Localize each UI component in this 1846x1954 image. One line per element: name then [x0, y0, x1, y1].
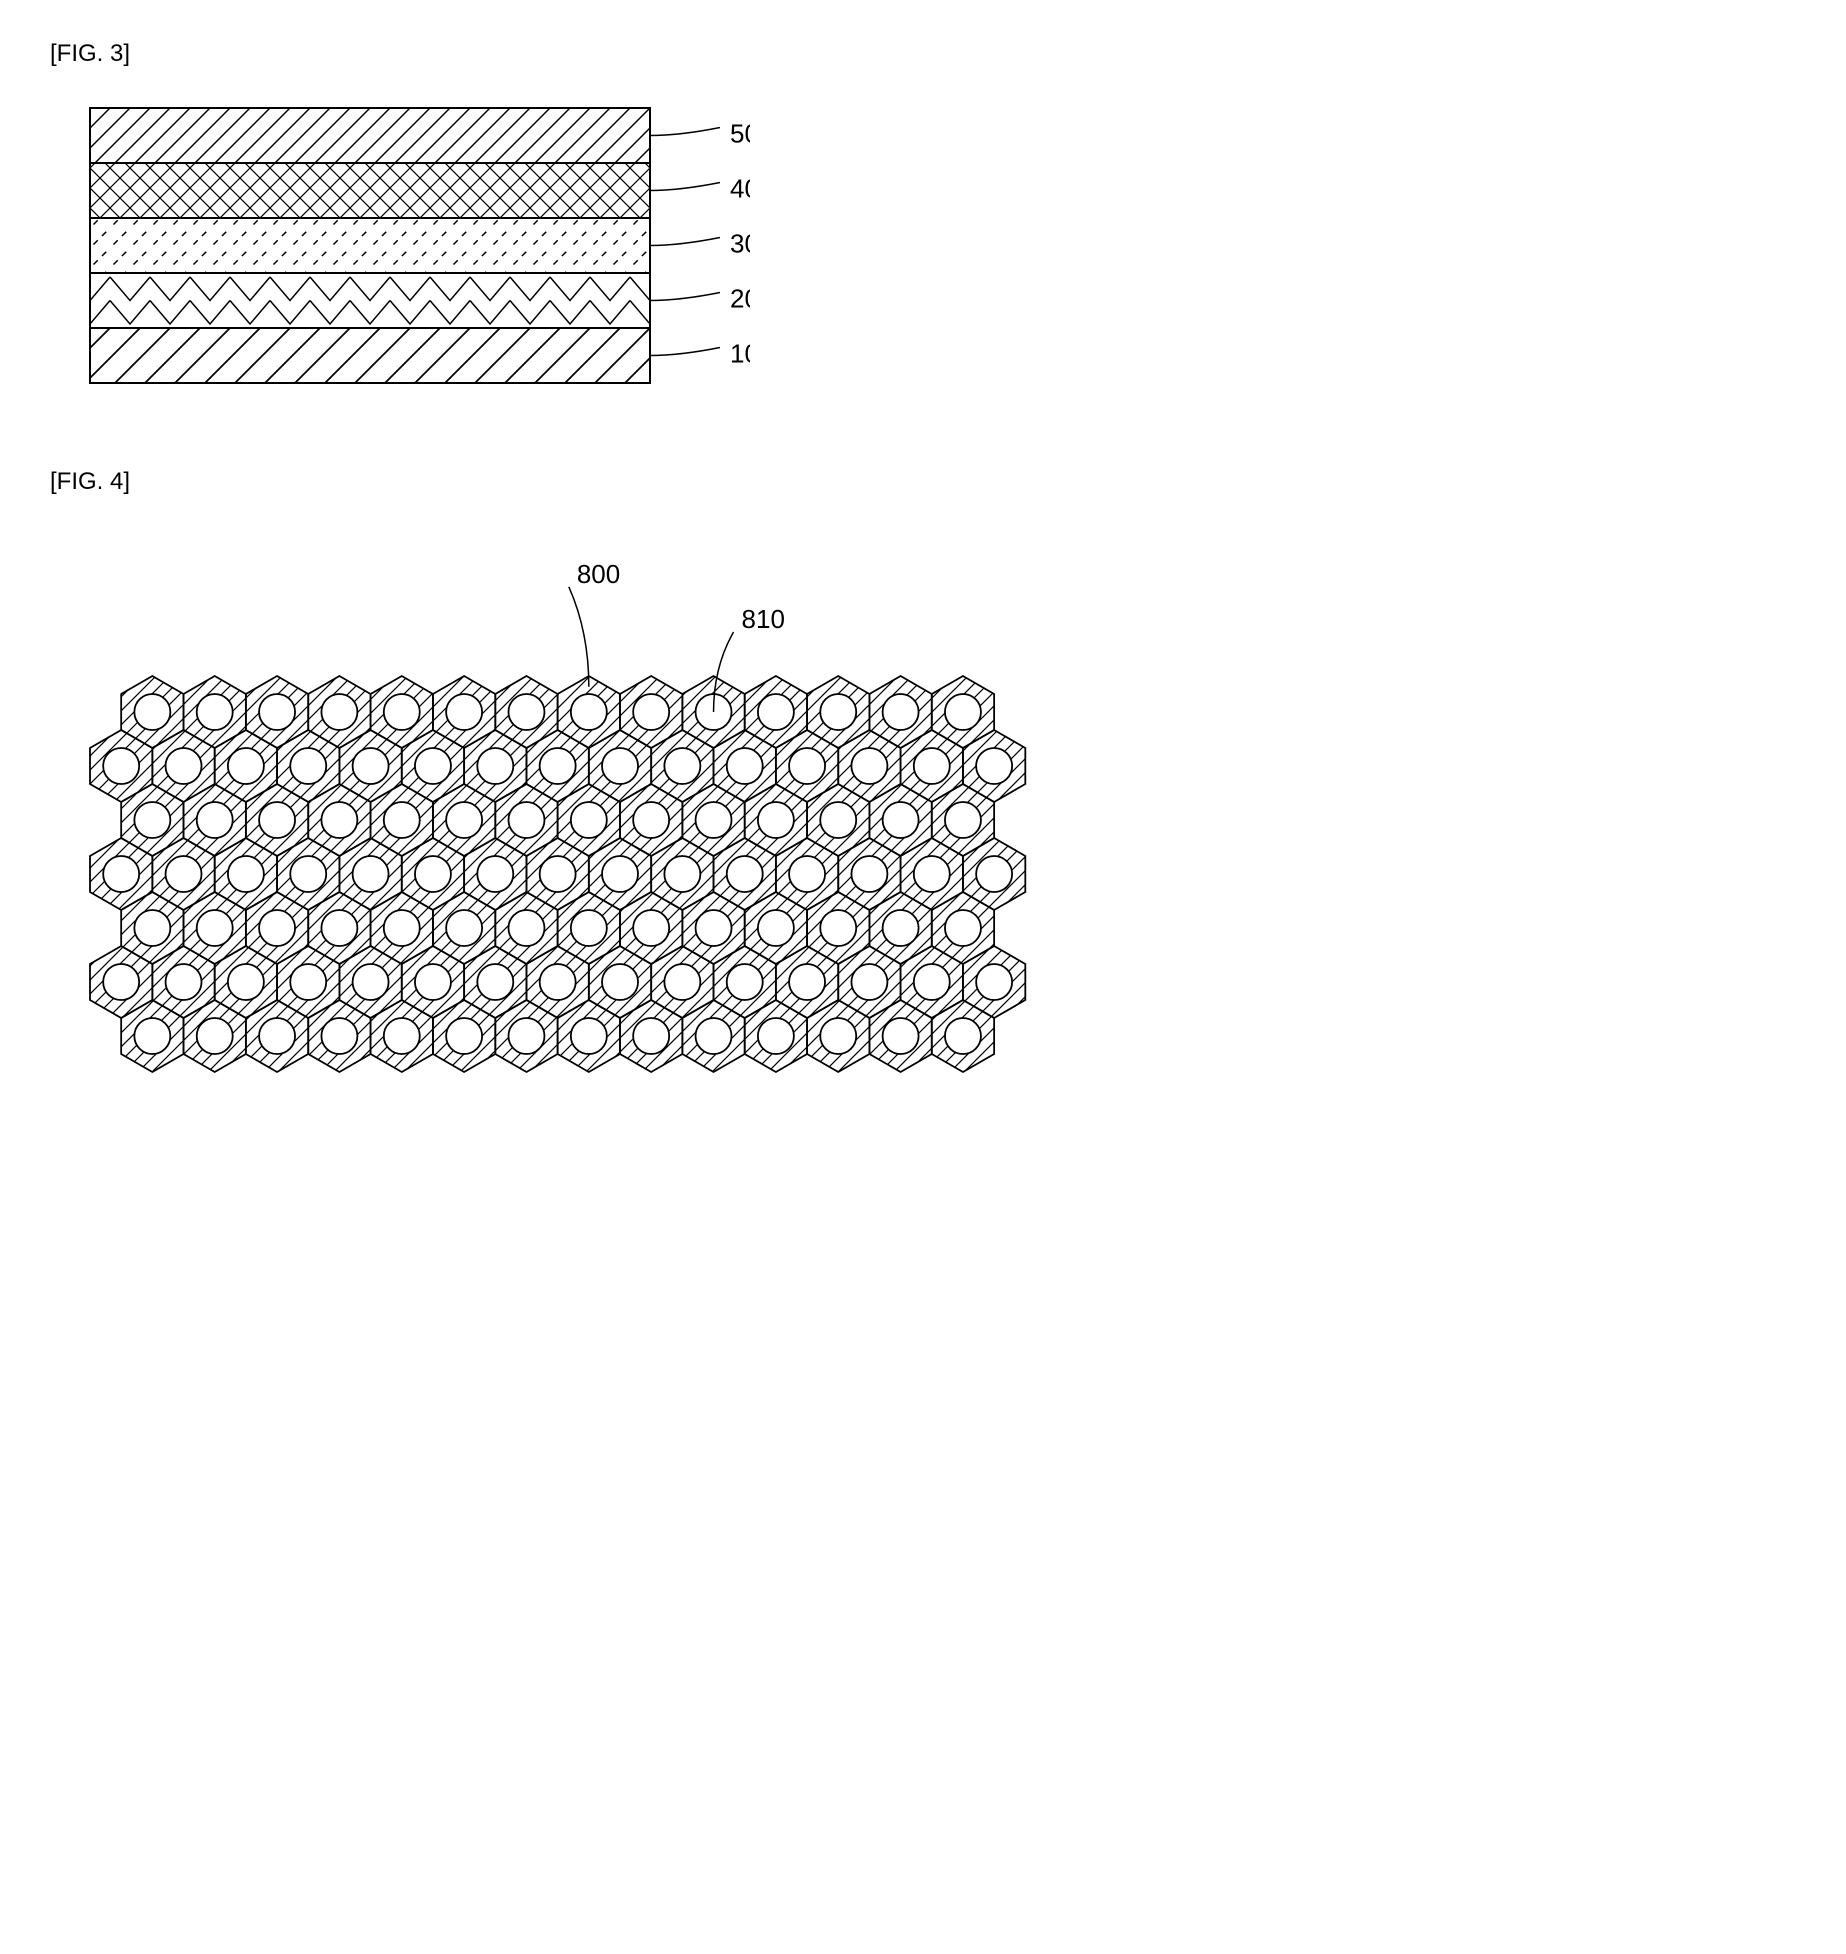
- fig4-caption: [FIG. 4]: [50, 468, 1796, 496]
- fig3-diagram: 500 400 300 200 100: [50, 88, 1796, 408]
- figure-3: [FIG. 3] 500 400 300 200 100: [50, 40, 1796, 408]
- svg-text:800: 800: [577, 559, 620, 589]
- fig3-caption: [FIG. 3]: [50, 40, 1796, 68]
- fig4-diagram: 800 810: [50, 516, 1796, 1110]
- svg-text:500: 500: [730, 118, 750, 148]
- svg-text:810: 810: [742, 604, 785, 634]
- svg-text:100: 100: [730, 338, 750, 368]
- svg-text:400: 400: [730, 173, 750, 203]
- svg-text:200: 200: [730, 283, 750, 313]
- svg-text:300: 300: [730, 228, 750, 258]
- figure-4: [FIG. 4] 800 810: [50, 468, 1796, 1110]
